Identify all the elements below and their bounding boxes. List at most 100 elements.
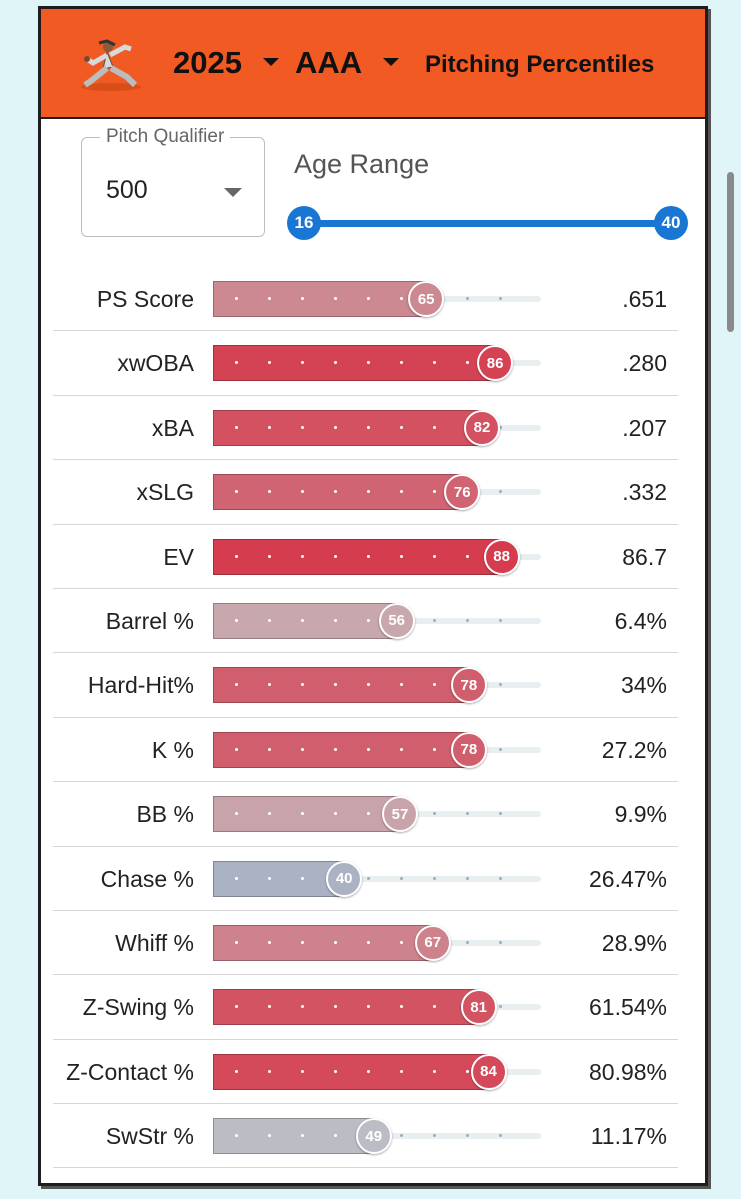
track-dot [301, 940, 304, 944]
track-dot [334, 425, 337, 429]
track-dot [400, 490, 403, 494]
track-dot [433, 361, 436, 365]
percentile-bar [213, 731, 469, 768]
percentile-bar [213, 602, 397, 639]
track-dot [268, 297, 271, 300]
track-dot [235, 425, 238, 429]
row-divider [53, 652, 678, 654]
track-dot [268, 940, 271, 944]
track-dot [466, 876, 469, 880]
pitcher-logo [81, 39, 141, 91]
row-divider [53, 716, 678, 718]
track-dot [400, 1134, 403, 1138]
percentile-bar [213, 796, 400, 833]
track-dot [400, 1069, 403, 1073]
metric-value: 9.9% [614, 801, 667, 828]
pitch-qualifier-label: Pitch Qualifier [100, 126, 231, 148]
percentile-row: Barrel % 56 6.4% [41, 589, 705, 654]
scrollbar[interactable] [727, 172, 734, 332]
track-dot [466, 618, 469, 622]
age-max-handle[interactable]: 40 [654, 206, 688, 240]
metric-value: .651 [622, 286, 667, 312]
track-dot [268, 554, 271, 558]
track-dot [334, 554, 337, 558]
track-dot [466, 1134, 469, 1138]
track-dot [367, 1005, 370, 1009]
track-dot [466, 940, 469, 944]
percentile-badge: 88 [483, 538, 520, 575]
percentile-badge: 67 [414, 924, 451, 961]
row-divider [53, 459, 678, 461]
year-selector[interactable]: 2025 [173, 45, 242, 80]
percentile-row: xwOBA 86 .280 [41, 331, 705, 396]
track-dot [400, 747, 403, 751]
track-dot [268, 425, 271, 429]
track-dot [301, 1069, 304, 1073]
percentile-row: Hard-Hit% 78 34% [41, 653, 705, 718]
track-dot [301, 1134, 304, 1138]
track-dot [235, 490, 238, 494]
track-dot [433, 683, 436, 687]
track-dot [367, 554, 370, 558]
percentile-bar [213, 538, 502, 575]
track-dot [334, 618, 337, 622]
track-dot [268, 1134, 271, 1138]
track-dot [268, 618, 271, 622]
percentile-badge: 76 [444, 474, 481, 511]
age-min-handle[interactable]: 16 [287, 206, 321, 240]
track-dot [367, 361, 370, 365]
percentile-badge: 81 [460, 989, 497, 1026]
track-dot [268, 1069, 271, 1073]
metric-value: .207 [622, 414, 667, 441]
track-dot [433, 812, 436, 816]
percentile-bar [213, 860, 345, 897]
metric-value: 80.98% [588, 1058, 667, 1085]
track-dot [499, 747, 502, 751]
percentile-bar [213, 1118, 374, 1155]
chevron-down-icon[interactable] [263, 58, 279, 66]
age-range-track[interactable] [303, 220, 673, 227]
track-dot [268, 747, 271, 751]
track-dot [268, 1005, 271, 1009]
row-divider [53, 781, 678, 783]
track-dot [235, 812, 238, 816]
dropdown-arrow-icon[interactable] [224, 188, 242, 197]
track-dot [499, 940, 502, 944]
percentile-row: PS Score 65 .651 [41, 267, 705, 332]
track-dot [301, 425, 304, 429]
track-dot [235, 1069, 238, 1073]
track-dot [235, 297, 238, 300]
track-dot [367, 876, 370, 880]
track-dot [466, 812, 469, 816]
percentile-bar [213, 989, 479, 1026]
level-selector[interactable]: AAA [295, 45, 363, 80]
percentile-row: Chase % 40 26.47% [41, 847, 705, 911]
pitch-qualifier-select[interactable]: Pitch Qualifier 500 [81, 126, 265, 237]
track-dot [301, 361, 304, 365]
track-dot [499, 490, 502, 494]
track-dot [400, 683, 403, 687]
track-dot [400, 940, 403, 944]
track-dot [334, 361, 337, 365]
track-dot [433, 747, 436, 751]
track-dot [433, 618, 436, 622]
track-dot [334, 1134, 337, 1138]
percentiles-card: 2025 AAA Pitching Percentiles Pitch Qual… [38, 6, 708, 1186]
track-dot [268, 876, 271, 880]
track-dot [268, 361, 271, 365]
track-dot [400, 554, 403, 558]
track-dot [268, 812, 271, 816]
track-dot [235, 361, 238, 365]
track-dot [433, 1005, 436, 1009]
percentile-badge: 40 [326, 860, 363, 897]
chevron-down-icon[interactable] [383, 58, 399, 66]
track-dot [334, 940, 337, 944]
track-dot [367, 490, 370, 494]
metric-value: 34% [620, 672, 667, 699]
metric-value: 11.17% [590, 1123, 667, 1150]
track-dot [235, 747, 238, 751]
row-divider [53, 974, 678, 976]
track-dot [235, 876, 238, 880]
metric-value: 27.2% [601, 736, 667, 763]
track-dot [235, 1005, 238, 1009]
